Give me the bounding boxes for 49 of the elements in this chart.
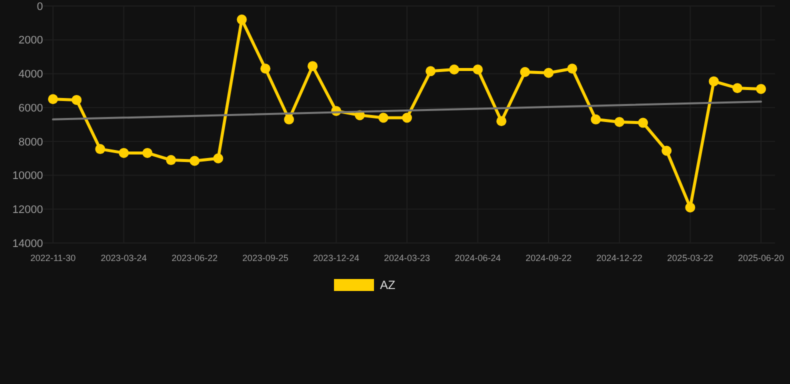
point <box>590 114 601 124</box>
point <box>567 64 578 74</box>
point <box>544 68 554 78</box>
x-tick-label: 2025-06-20 <box>738 253 784 263</box>
y-tick-label: 10000 <box>12 170 43 182</box>
point <box>614 116 624 127</box>
point <box>472 64 483 74</box>
point <box>520 67 530 78</box>
x-tick-label: 2024-03-23 <box>384 253 430 263</box>
x-tick-label: 2022-11-30 <box>30 253 76 263</box>
point <box>166 155 176 166</box>
point <box>118 148 129 158</box>
point <box>756 84 766 94</box>
y-tick-label: 14000 <box>12 238 43 250</box>
point <box>142 148 152 158</box>
x-tick-label: 2024-06-24 <box>454 253 501 263</box>
x-tick-label: 2024-09-22 <box>526 253 572 263</box>
x-tick-label: 2023-03-24 <box>100 253 147 263</box>
point <box>708 76 719 86</box>
x-tick-label: 2025-03-22 <box>667 253 714 263</box>
point <box>449 64 460 74</box>
point <box>72 94 82 105</box>
x-tick-label: 2023-09-25 <box>242 253 288 263</box>
x-tick-label: 2024-12-22 <box>596 253 642 263</box>
point <box>685 202 696 212</box>
y-tick-label: 8000 <box>18 136 43 148</box>
x-tick-label: 2023-06-22 <box>172 253 218 263</box>
point <box>95 144 106 154</box>
point <box>213 153 224 164</box>
point <box>260 64 270 74</box>
point <box>190 156 200 166</box>
point <box>638 118 648 128</box>
y-tick-label: 0 <box>36 0 43 13</box>
legend-label: AZ <box>380 278 396 292</box>
point <box>496 116 506 126</box>
point <box>308 61 318 72</box>
point <box>48 94 58 104</box>
point <box>402 112 412 123</box>
y-tick-label: 4000 <box>18 68 43 81</box>
point <box>426 66 436 76</box>
point <box>284 114 294 124</box>
point <box>732 83 742 94</box>
x-tick-label: 2023-12-24 <box>313 253 360 263</box>
point <box>236 14 247 25</box>
y-tick-label: 6000 <box>18 102 43 114</box>
y-tick-label: 12000 <box>12 204 43 216</box>
y-tick-label: 2000 <box>18 34 43 47</box>
point <box>378 112 388 123</box>
point <box>662 146 672 156</box>
